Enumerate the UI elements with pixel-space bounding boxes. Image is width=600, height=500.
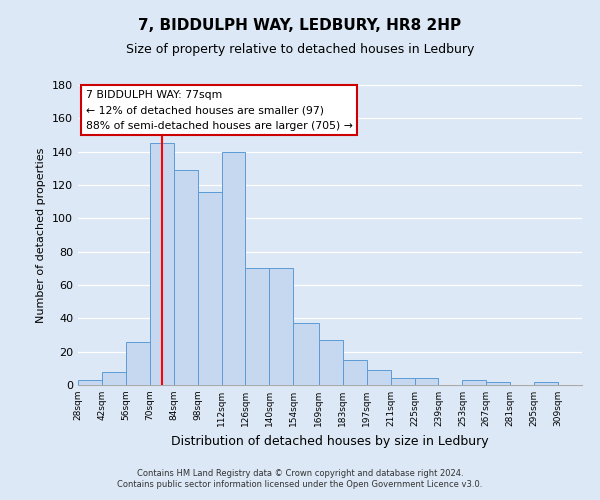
Bar xyxy=(391,378,415,385)
X-axis label: Distribution of detached houses by size in Ledbury: Distribution of detached houses by size … xyxy=(171,434,489,448)
Bar xyxy=(102,372,126,385)
Bar xyxy=(463,380,487,385)
Bar xyxy=(319,340,343,385)
Bar xyxy=(343,360,367,385)
Bar xyxy=(534,382,558,385)
Text: Contains public sector information licensed under the Open Government Licence v3: Contains public sector information licen… xyxy=(118,480,482,489)
Text: 7, BIDDULPH WAY, LEDBURY, HR8 2HP: 7, BIDDULPH WAY, LEDBURY, HR8 2HP xyxy=(139,18,461,32)
Bar xyxy=(487,382,510,385)
Text: Contains HM Land Registry data © Crown copyright and database right 2024.: Contains HM Land Registry data © Crown c… xyxy=(137,468,463,477)
Y-axis label: Number of detached properties: Number of detached properties xyxy=(37,148,46,322)
Bar xyxy=(367,370,391,385)
Text: 7 BIDDULPH WAY: 77sqm
← 12% of detached houses are smaller (97)
88% of semi-deta: 7 BIDDULPH WAY: 77sqm ← 12% of detached … xyxy=(86,90,352,130)
Bar xyxy=(78,380,102,385)
Bar xyxy=(126,342,150,385)
Bar xyxy=(269,268,293,385)
Bar xyxy=(221,152,245,385)
Bar xyxy=(245,268,269,385)
Bar xyxy=(150,144,173,385)
Bar xyxy=(293,324,319,385)
Bar xyxy=(173,170,197,385)
Bar xyxy=(415,378,439,385)
Text: Size of property relative to detached houses in Ledbury: Size of property relative to detached ho… xyxy=(126,42,474,56)
Bar xyxy=(197,192,221,385)
